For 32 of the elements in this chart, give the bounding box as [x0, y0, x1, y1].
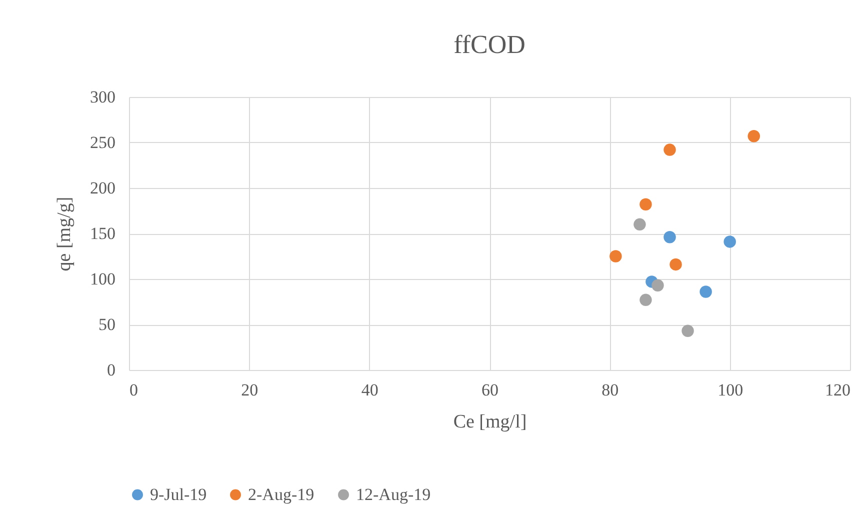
point	[664, 144, 676, 156]
point	[724, 236, 736, 248]
point	[700, 286, 712, 298]
point	[640, 198, 652, 210]
x-tick-label: 0	[130, 380, 138, 400]
point	[652, 279, 664, 292]
legend-label: 2-Aug-19	[248, 484, 314, 504]
x-tick-label: 100	[718, 380, 744, 400]
x-tick-label: 20	[241, 380, 258, 400]
point	[664, 231, 676, 244]
chart-title: ffCOD	[454, 30, 526, 59]
y-tick-label: 200	[90, 178, 116, 198]
point	[610, 250, 622, 262]
x-tick-label: 120	[825, 380, 850, 400]
point	[640, 294, 652, 306]
x-axis-title: Ce [mg/l]	[453, 412, 527, 432]
y-tick-label: 100	[90, 270, 116, 288]
legend-label: 12-Aug-19	[356, 484, 431, 504]
legend-label: 9-Jul-19	[150, 484, 207, 504]
y-tick-label: 50	[98, 315, 116, 334]
point	[670, 258, 682, 271]
x-tick-label: 40	[361, 380, 378, 400]
x-tick-label: 60	[482, 380, 498, 400]
x-tick-label: 80	[602, 380, 619, 400]
point	[748, 130, 760, 142]
point	[634, 218, 646, 231]
point	[682, 324, 694, 337]
y-tick-label: 250	[90, 133, 116, 152]
y-axis-title: qe [mg/g]	[54, 196, 75, 272]
y-tick-label: 300	[90, 88, 116, 106]
y-tick-label: 150	[90, 224, 116, 243]
y-tick-label: 0	[107, 360, 116, 380]
